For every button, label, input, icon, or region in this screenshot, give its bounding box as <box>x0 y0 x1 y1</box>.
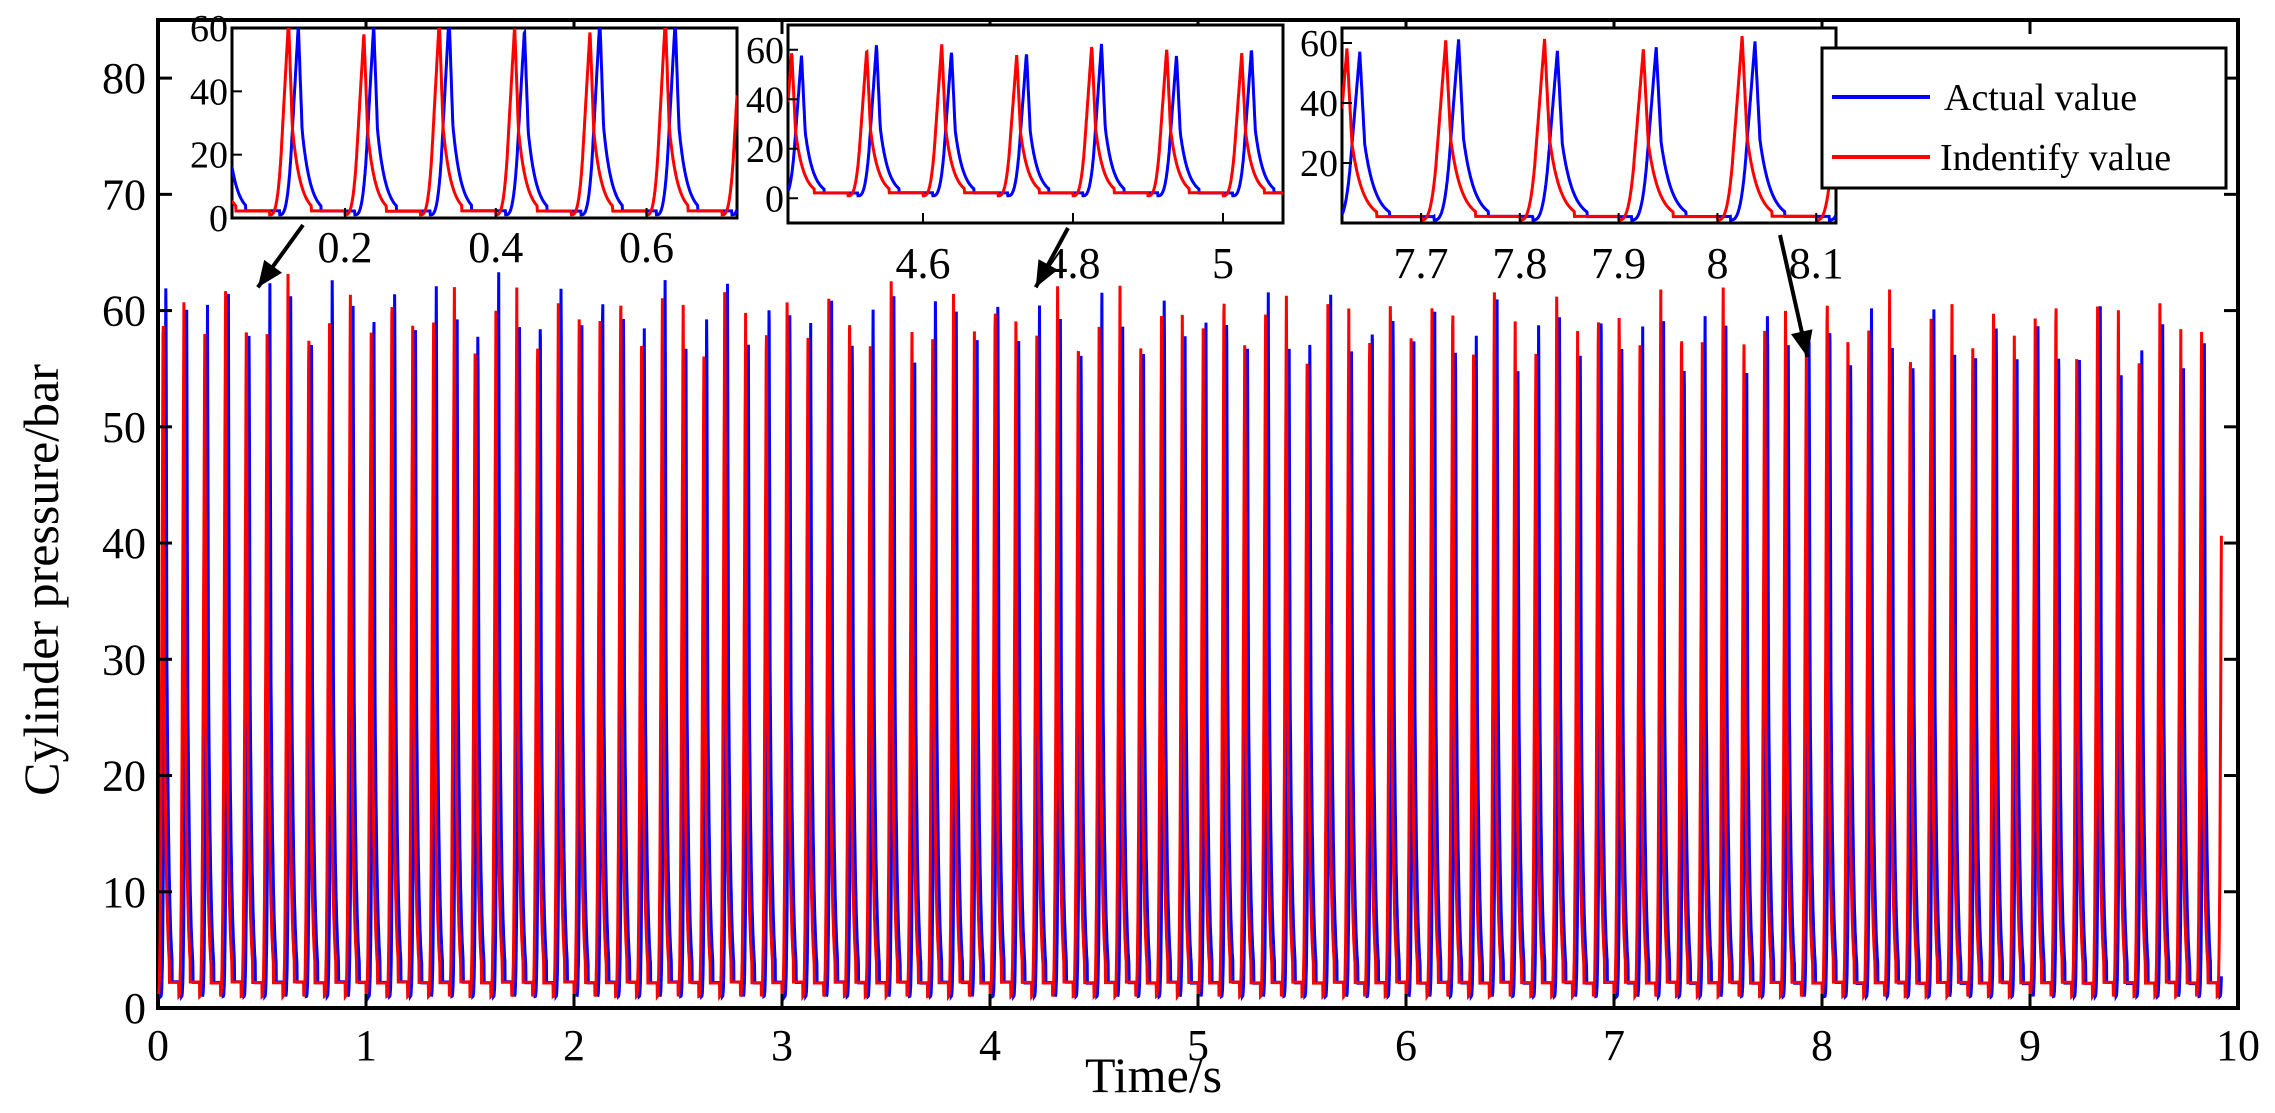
inset-arrow-head <box>257 259 283 288</box>
inset-x-tick-label: 8.1 <box>1789 239 1844 288</box>
inset-x-tick-label: 0.4 <box>468 223 523 272</box>
y-tick-label: 60 <box>102 287 146 336</box>
inset-1: 0 20 40 60 0.2 0.4 0.6 <box>190 8 739 289</box>
inset-3: 20 40 60 7.7 7.8 7.9 8 8.1 <box>1300 23 1844 358</box>
inset-x-tick-label: 0.6 <box>619 223 674 272</box>
y-axis-label: Cylinder pressure/bar <box>13 364 69 796</box>
legend-box <box>1820 46 2228 190</box>
y-tick-label: 40 <box>102 519 146 568</box>
inset-x-tick-label: 4.6 <box>896 239 951 288</box>
x-tick-label: 3 <box>771 1021 793 1070</box>
legend: Actual value Indentify value <box>1820 46 2228 190</box>
y-tick-label: 80 <box>102 54 146 103</box>
inset-y-tick-label: 0 <box>209 198 228 240</box>
x-tick-label: 2 <box>563 1021 585 1070</box>
inset-frame <box>1340 26 1838 225</box>
inset-y-tick-label: 60 <box>190 8 228 50</box>
inset-y-tick-label: 40 <box>746 79 784 121</box>
inset-x-tick-label: 4.8 <box>1046 239 1101 288</box>
y-tick-label: 10 <box>102 868 146 917</box>
x-axis-label: Time/s <box>1085 1047 1222 1103</box>
inset-2: 0 20 40 60 4.6 4.8 5 <box>746 23 1285 289</box>
series-line-identify <box>156 273 2223 1002</box>
inset-arrow-head <box>1035 259 1058 288</box>
inset-frame <box>230 26 739 220</box>
x-tick-label: 8 <box>1811 1021 1833 1070</box>
main-series-group <box>156 272 2223 1002</box>
inset-y-tick-label: 20 <box>190 135 228 177</box>
y-tick-label: 20 <box>102 752 146 801</box>
inset-x-tick-label: 7.8 <box>1492 239 1547 288</box>
y-tick-label: 30 <box>102 635 146 684</box>
inset-series-identify <box>1342 35 1836 222</box>
inset-series-identify <box>788 44 1283 198</box>
inset-y-tick-label: 40 <box>190 71 228 113</box>
inset-x-tick-label: 7.7 <box>1394 239 1449 288</box>
x-tick-label: 5 <box>1187 1021 1209 1070</box>
inset-y-tick-label: 60 <box>1300 23 1338 65</box>
inset-arrow-head <box>1791 329 1813 358</box>
inset-y-tick-label: 20 <box>746 129 784 171</box>
x-tick-label: 7 <box>1603 1021 1625 1070</box>
insets-group: 0 20 40 60 0.2 0.4 0.6 0 20 40 60 4.6 4.8 5 20 40 60 7.7 7… <box>190 8 1844 358</box>
inset-x-tick-label: 0.2 <box>318 223 373 272</box>
y-tick-label: 70 <box>102 170 146 219</box>
x-tick-label: 1 <box>355 1021 377 1070</box>
x-tick-label: 9 <box>2019 1021 2041 1070</box>
series-line-actual <box>158 272 2223 1002</box>
inset-x-tick-label: 5 <box>1212 239 1234 288</box>
x-tick-label: 0 <box>147 1021 169 1070</box>
x-tick-label: 6 <box>1395 1021 1417 1070</box>
inset-y-tick-label: 40 <box>1300 83 1338 125</box>
inset-y-tick-label: 60 <box>746 30 784 72</box>
x-tick-label: 4 <box>979 1021 1001 1070</box>
y-tick-label: 0 <box>124 984 146 1033</box>
legend-actual-label: Actual value <box>1944 77 2137 119</box>
inset-y-tick-label: 0 <box>765 178 784 220</box>
x-tick-label: 10 <box>2216 1021 2260 1070</box>
inset-y-tick-label: 20 <box>1300 143 1338 185</box>
y-tick-label: 50 <box>102 403 146 452</box>
inset-series-identify <box>232 28 737 217</box>
inset-x-tick-label: 7.9 <box>1591 239 1646 288</box>
legend-identify-label: Indentify value <box>1940 137 2171 179</box>
inset-x-tick-label: 8 <box>1706 239 1728 288</box>
